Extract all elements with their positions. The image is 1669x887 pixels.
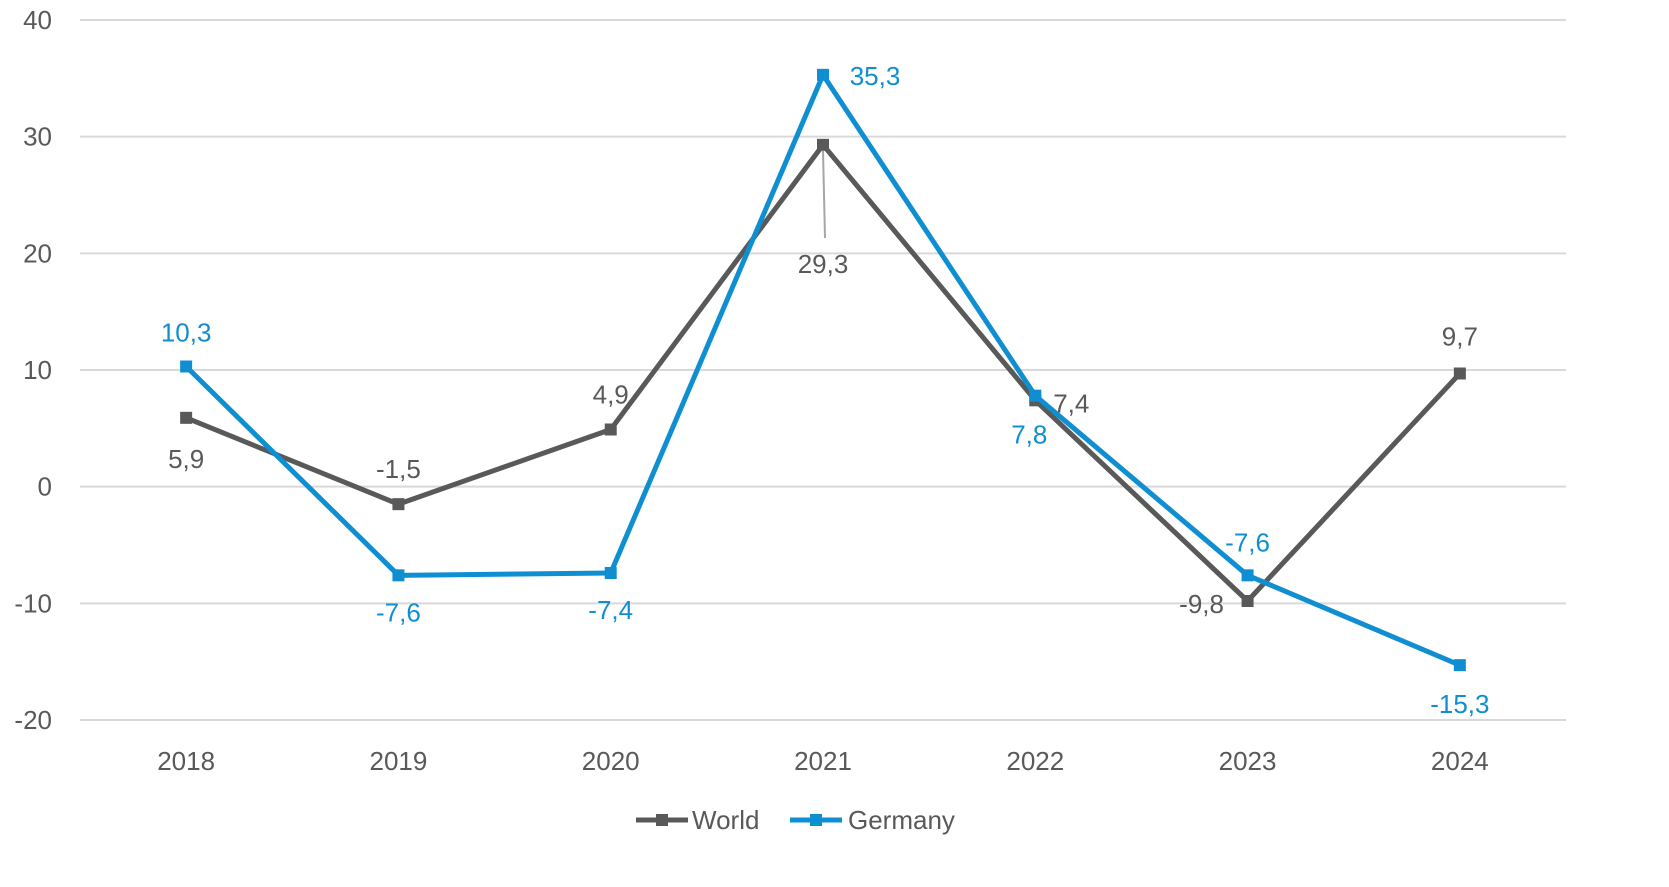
y-tick-label: 40 [23,5,52,35]
data-point-world [1242,595,1254,607]
data-point-world [817,139,829,151]
data-point-germany [1242,569,1254,581]
data-point-germany [817,69,829,81]
legend: World Germany [636,805,955,835]
data-point-world [180,412,192,424]
legend-label-germany: Germany [848,805,955,835]
data-label-germany: 7,8 [1011,420,1047,450]
data-point-germany [392,569,404,581]
data-point-world [1454,368,1466,380]
y-tick-label: -20 [14,705,52,735]
x-tick-label: 2020 [582,746,640,776]
data-point-germany [1454,659,1466,671]
label-leader-line [823,151,825,238]
y-tick-label: 10 [23,355,52,385]
legend-label-world: World [692,805,759,835]
data-point-world [605,424,617,436]
y-tick-label: 0 [38,472,52,502]
x-tick-label: 2023 [1219,746,1277,776]
data-label-world: 9,7 [1442,322,1478,352]
data-label-germany: 10,3 [161,318,212,348]
y-tick-label: 20 [23,238,52,268]
legend-swatch-marker-world [656,814,668,826]
data-point-germany [180,361,192,373]
data-point-world [392,498,404,510]
x-tick-label: 2021 [794,746,852,776]
x-axis: 2018 2019 2020 2021 2022 2023 2024 [157,746,1489,776]
data-label-world: 29,3 [798,249,849,279]
legend-swatch-marker-germany [810,814,822,826]
data-label-germany: -7,4 [588,595,633,625]
data-label-world: -9,8 [1179,589,1224,619]
data-label-world: 7,4 [1053,388,1089,418]
y-tick-label: 30 [23,122,52,152]
y-axis: 40 30 20 10 0 -10 -20 [14,5,52,735]
data-label-germany: -7,6 [1225,527,1270,557]
x-tick-label: 2022 [1006,746,1064,776]
y-tick-label: -10 [14,588,52,618]
data-labels: 5,9 -1,5 4,9 29,3 7,4 -9,8 9,7 10,3 -7,6 -7,4 35,3… [161,61,1490,719]
data-label-germany: 35,3 [850,61,901,91]
x-tick-label: 2019 [370,746,428,776]
data-point-germany [1029,390,1041,402]
data-label-world: 5,9 [168,444,204,474]
data-label-world: 4,9 [593,380,629,410]
data-point-germany [605,567,617,579]
data-label-germany: -15,3 [1430,689,1489,719]
data-label-world: -1,5 [376,454,421,484]
x-tick-label: 2024 [1431,746,1489,776]
data-label-germany: -7,6 [376,597,421,627]
x-tick-label: 2018 [157,746,215,776]
